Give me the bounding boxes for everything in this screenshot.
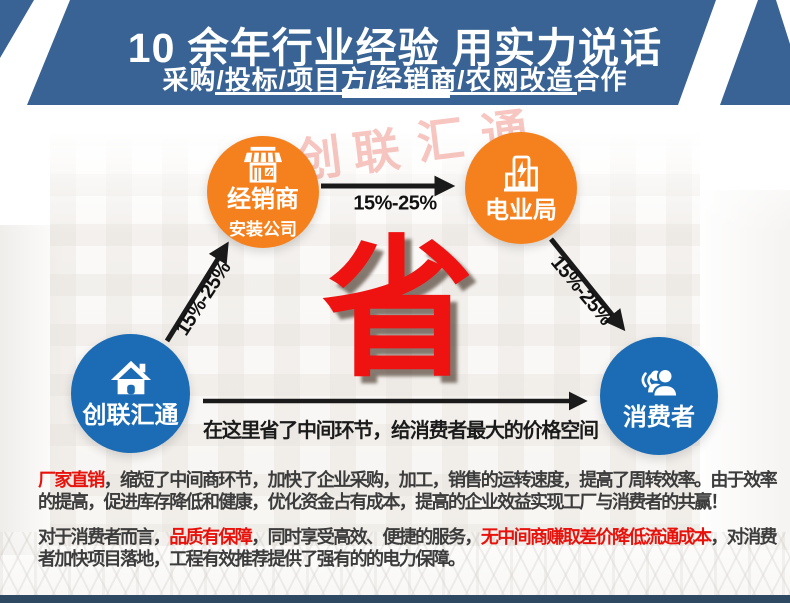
arrow-company-to-dealer — [164, 241, 229, 343]
node-label: 经销商 — [227, 186, 299, 214]
node-dealer: 经销商 安装公司 — [207, 136, 319, 248]
background-wall-right — [700, 190, 790, 550]
bottom-bar — [0, 595, 790, 603]
body-text: ，对消费者加快项目落地，工程有效推荐提供了强有的的电力保障。 — [38, 527, 778, 569]
node-label: 电业局 — [485, 196, 557, 224]
highlight-text: 无中间商赚取差价降低流通成本 — [480, 527, 712, 547]
diagram-caption: 在这里省了中间环节，给消费者最大的价格空间 — [203, 420, 599, 442]
highlight-text: 厂家直销 — [38, 470, 105, 490]
node-consumer: 消费者 — [600, 337, 718, 455]
paragraph-factory-direct: 厂家直销，缩短了中间商环节，加快了企业采购，加工，销售的运转速度，提高了周转效率… — [38, 470, 782, 513]
node-sublabel: 安装公司 — [229, 219, 297, 239]
body-text: ，同时享受高效、便捷的服务， — [251, 527, 482, 547]
home-icon — [110, 361, 151, 395]
banner: 10 余年行业经验 用实力说话 采购/投标/项目方/经销商/农网改造合作 — [0, 0, 790, 105]
storefront-icon — [243, 147, 283, 183]
node-label: 消费者 — [623, 403, 695, 431]
highlight-text: 品质有保障 — [169, 527, 253, 547]
body-text: ，缩短了中间商环节，加快了企业采购，加工，销售的运转速度，提高了周转效率。由于效… — [38, 470, 778, 512]
banner-diagonal-stripes — [0, 0, 790, 105]
save-character: 省 — [322, 225, 474, 395]
banner-divider — [215, 89, 577, 98]
node-power-bureau: 电业局 — [465, 132, 577, 244]
banner-title: 10 余年行业经验 用实力说话 — [127, 25, 663, 71]
background-sky — [0, 105, 790, 235]
background-fence — [0, 532, 790, 595]
edge-label-dealer-bureau: 15%-25% — [353, 192, 437, 215]
body-text: 对于消费者而言， — [38, 527, 171, 547]
arrow-bureau-to-consumer — [549, 237, 626, 332]
paragraph-consumer-benefit: 对于消费者而言，品质有保障，同时享受高效、便捷的服务，无中间商赚取差价降低流通成… — [38, 527, 782, 570]
power-building-icon — [504, 155, 538, 192]
node-label: 创联汇通 — [82, 402, 179, 430]
node-chuanglian-huitong: 创联汇通 — [71, 334, 190, 453]
background-wall-left — [0, 225, 62, 555]
people-icon — [641, 367, 679, 398]
